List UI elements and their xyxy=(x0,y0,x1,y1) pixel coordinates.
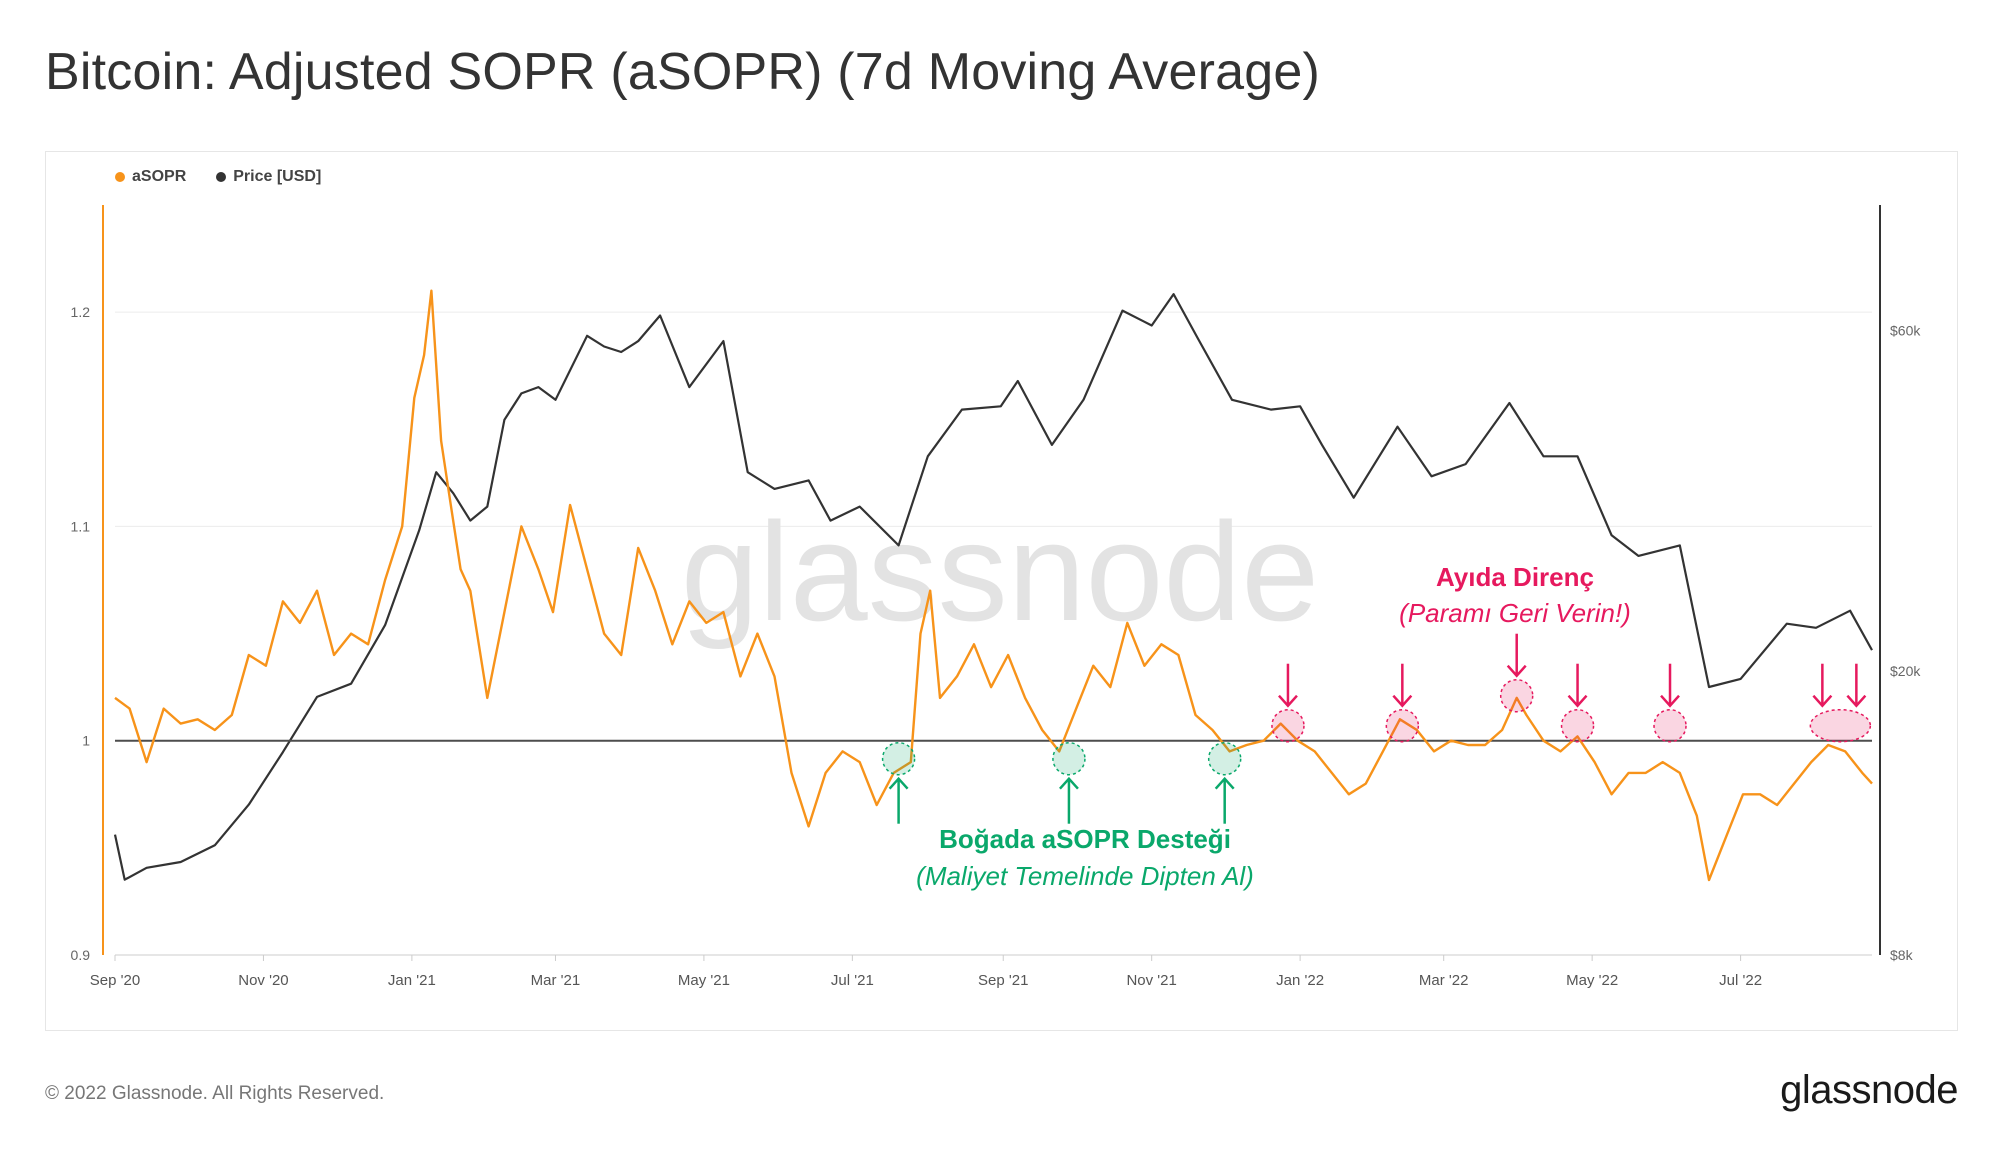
x-tick-label: Sep '21 xyxy=(978,972,1028,989)
x-tick-label: May '22 xyxy=(1566,972,1618,989)
legend-label-price: Price [USD] xyxy=(233,168,322,185)
y-right-tick-label: $8k xyxy=(1890,947,1914,963)
resistance-label: Ayıda Direnç xyxy=(1436,562,1594,592)
y-left-tick-label: 0.9 xyxy=(71,947,91,963)
legend-item-price[interactable]: Price [USD] xyxy=(216,168,321,186)
y-left-tick-label: 1.2 xyxy=(71,304,91,320)
y-right-tick-label: $20k xyxy=(1890,663,1921,679)
y-left-tick-label: 1.1 xyxy=(71,518,91,534)
resistance-marker xyxy=(1385,708,1420,743)
x-tick-label: Nov '20 xyxy=(238,972,288,989)
legend-dot-icon xyxy=(115,172,125,182)
x-tick-label: Jan '21 xyxy=(388,972,436,989)
resistance-marker xyxy=(1653,708,1687,743)
x-tick-label: Sep '20 xyxy=(90,972,140,989)
x-tick-label: May '21 xyxy=(678,972,730,989)
legend-dot-icon xyxy=(216,172,227,182)
series-line-asopr xyxy=(114,289,1873,882)
support-arrowhead-icon xyxy=(1059,776,1079,790)
x-tick-label: Nov '21 xyxy=(1126,972,1176,989)
x-tick-label: Mar '22 xyxy=(1419,972,1469,989)
y-left-tick-label: 1 xyxy=(82,733,90,749)
chart-frame xyxy=(45,151,1958,1031)
support-sublabel: (Maliyet Temelinde Dipten Al) xyxy=(916,861,1254,891)
x-tick-label: Jul '21 xyxy=(831,972,874,989)
resistance-arrowhead-icon xyxy=(1278,694,1298,708)
chart-legend: aSOPR Price [USD] xyxy=(115,168,321,186)
legend-label-asopr: aSOPR xyxy=(132,168,187,185)
x-tick-label: Mar '21 xyxy=(531,972,581,989)
support-marker xyxy=(1207,741,1242,776)
support-arrowhead-icon xyxy=(1214,776,1235,790)
support-marker xyxy=(1052,741,1086,776)
legend-item-asopr[interactable]: aSOPR xyxy=(115,168,186,186)
resistance-arrowhead-icon xyxy=(1660,694,1680,708)
y-right-tick-label: $60k xyxy=(1890,323,1921,339)
resistance-arrowhead-icon xyxy=(1392,694,1413,708)
watermark: glassnode xyxy=(681,493,1319,650)
footer-copyright: © 2022 Glassnode. All Rights Reserved. xyxy=(45,1083,385,1104)
series-line-price xyxy=(113,293,1873,881)
support-arrowhead-icon xyxy=(888,776,909,790)
resistance-arrowhead-icon xyxy=(1846,694,1867,708)
support-label: Boğada aSOPR Desteği xyxy=(939,824,1231,854)
resistance-arrowhead-icon xyxy=(1812,694,1833,708)
resistance-arrowhead-icon xyxy=(1567,694,1588,708)
resistance-marker xyxy=(1499,678,1534,713)
page-title: Bitcoin: Adjusted SOPR (aSOPR) (7d Movin… xyxy=(45,43,1320,101)
x-tick-label: Jan '22 xyxy=(1276,972,1324,989)
support-marker xyxy=(881,741,916,776)
resistance-sublabel: (Paramı Geri Verin!) xyxy=(1399,598,1631,628)
resistance-marker xyxy=(1271,708,1305,743)
resistance-arrowhead-icon xyxy=(1506,664,1527,678)
x-tick-label: Jul '22 xyxy=(1719,972,1762,989)
resistance-marker xyxy=(1809,708,1872,743)
footer-brand-logo: glassnode xyxy=(1780,1068,1958,1112)
resistance-marker xyxy=(1560,708,1595,743)
